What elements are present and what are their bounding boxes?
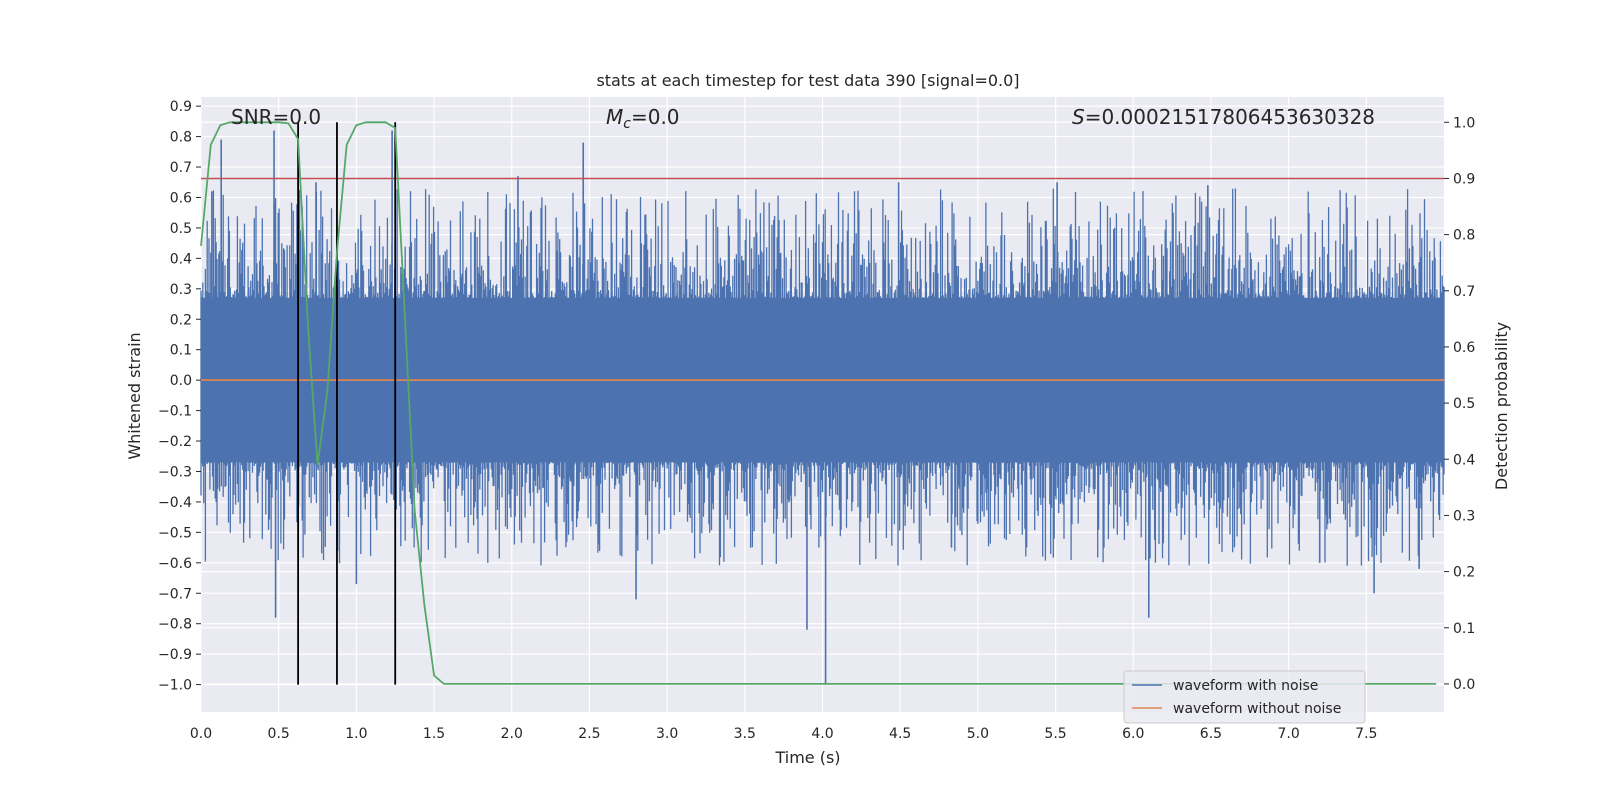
y-tick-label: −0.4 (158, 495, 192, 511)
y-tick-label: 0.2 (170, 312, 192, 328)
y-tick-label: 0.7 (170, 160, 192, 176)
x-tick-label: 7.0 (1277, 726, 1299, 742)
score-annotation: S=0.00021517806453630328 (1072, 105, 1375, 129)
score-value: =0.00021517806453630328 (1085, 105, 1375, 129)
score-symbol: S (1072, 105, 1085, 129)
y-tick-label: −1.0 (158, 678, 192, 694)
chirp-mass-value: =0.0 (631, 105, 680, 129)
right-y-tick-label: 0.9 (1453, 171, 1475, 187)
chirp-mass-symbol: M (606, 105, 623, 129)
right-y-tick-label: 0.2 (1453, 565, 1475, 581)
y-axis-ticks: 0.9 0.8 0.7 0.6 0.5 0.4 0.3 0.2 0.1 0.0 −0.1 −0.2 −0… (158, 99, 201, 694)
y-tick-label: −0.2 (158, 434, 192, 450)
x-tick-label: 5.0 (967, 726, 989, 742)
legend-label-clean: waveform without noise (1173, 701, 1341, 717)
x-tick-label: 5.5 (1044, 726, 1066, 742)
snr-annotation: SNR=0.0 (231, 105, 321, 129)
y-tick-label: 0.4 (170, 251, 192, 267)
y-tick-label: −0.7 (158, 586, 192, 602)
y-tick-label: 0.6 (170, 190, 192, 206)
right-y-tick-label: 1.0 (1453, 115, 1475, 131)
legend-frame (1123, 670, 1366, 724)
legend: waveform with noise waveform without noi… (1123, 670, 1366, 724)
y-axis-label: Whitened strain (125, 332, 144, 459)
chart-title: stats at each timestep for test data 390… (596, 71, 1019, 90)
y-tick-label: −0.8 (158, 617, 192, 633)
right-y-tick-label: 0.8 (1453, 228, 1475, 244)
right-y-tick-label: 0.0 (1453, 677, 1475, 693)
series-detection-probability (200, 121, 1437, 685)
x-tick-label: 1.0 (345, 726, 367, 742)
right-y-axis-ticks: 1.0 0.9 0.8 0.7 0.6 0.5 0.4 0.3 0.2 0.1 0.0 (1444, 115, 1475, 693)
y-tick-label: 0.8 (170, 130, 192, 146)
x-tick-label: 4.0 (811, 726, 833, 742)
x-tick-label: 4.5 (889, 726, 911, 742)
x-tick-label: 7.5 (1355, 726, 1377, 742)
right-y-tick-label: 0.4 (1453, 452, 1475, 468)
legend-label-noisy: waveform with noise (1173, 678, 1318, 694)
chirp-mass-subscript: c (623, 116, 631, 132)
y-tick-label: −0.6 (158, 556, 192, 572)
y-tick-label: −0.9 (158, 647, 192, 663)
y-tick-label: −0.1 (158, 404, 192, 420)
x-tick-label: 6.0 (1122, 726, 1144, 742)
y-tick-label: 0.3 (170, 282, 192, 298)
x-tick-label: 1.5 (423, 726, 445, 742)
x-axis-ticks: 0.0 0.5 1.0 1.5 2.0 2.5 3.0 3.5 4.0 4.5 5.0 5.5 6.0 6… (190, 726, 1378, 742)
x-tick-label: 0.5 (268, 726, 290, 742)
x-tick-label: 3.0 (656, 726, 678, 742)
x-tick-label: 0.0 (190, 726, 212, 742)
chirp-mass-annotation: Mc=0.0 (606, 105, 680, 132)
y-tick-label: −0.3 (158, 464, 192, 480)
y-tick-label: −0.5 (158, 525, 192, 541)
y-tick-label: 0.5 (170, 221, 192, 237)
x-tick-label: 2.0 (501, 726, 523, 742)
right-y-tick-label: 0.1 (1453, 621, 1475, 637)
right-y-tick-label: 0.6 (1453, 340, 1475, 356)
x-tick-label: 2.5 (578, 726, 600, 742)
x-tick-label: 6.5 (1200, 726, 1222, 742)
x-axis-label: Time (s) (774, 748, 840, 767)
y-tick-label: 0.0 (170, 373, 192, 389)
right-y-axis-label: Detection probability (1492, 322, 1511, 490)
y-tick-label: 0.9 (170, 99, 192, 115)
right-y-tick-label: 0.7 (1453, 284, 1475, 300)
y-tick-label: 0.1 (170, 343, 192, 359)
right-y-tick-label: 0.5 (1453, 396, 1475, 412)
right-y-tick-label: 0.3 (1453, 508, 1475, 524)
vertical-marker-lines (297, 122, 397, 685)
x-tick-label: 3.5 (734, 726, 756, 742)
